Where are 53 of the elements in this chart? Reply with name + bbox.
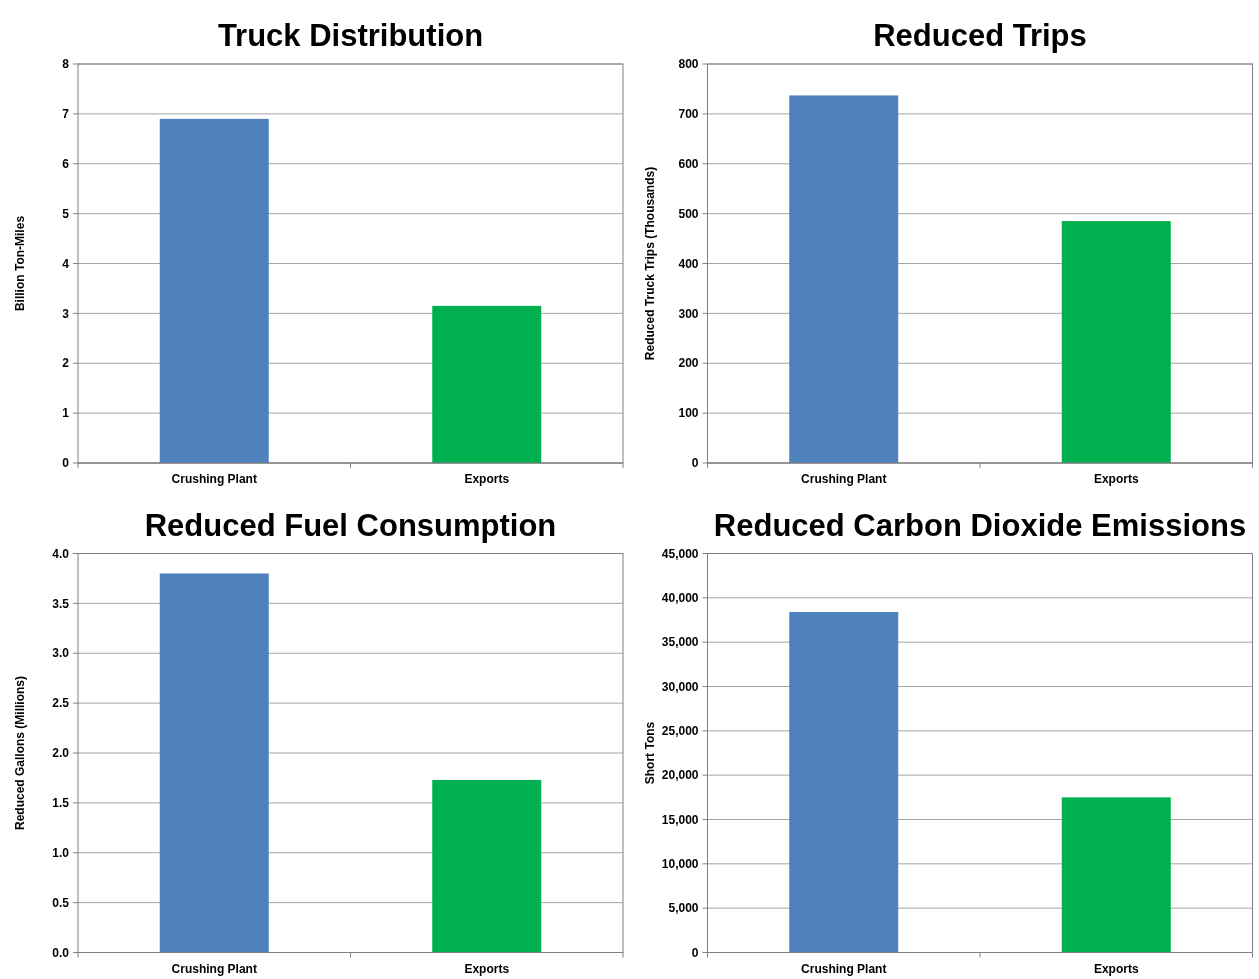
y-tick-label: 5 — [62, 206, 70, 221]
y-tick-label: 8 — [62, 57, 70, 72]
y-tick-label: 700 — [678, 107, 699, 122]
y-tick-label: 500 — [678, 206, 699, 221]
y-tick-label: 0 — [62, 456, 70, 471]
y-tick-label: 2.5 — [52, 696, 70, 711]
y-tick-label: 0 — [691, 456, 699, 471]
x-tick-label: Crushing Plant — [801, 472, 887, 486]
y-tick-label: 4 — [62, 256, 70, 271]
y-tick-label: 15,000 — [661, 812, 699, 827]
y-tick-label: 45,000 — [661, 546, 699, 561]
y-tick-label: 7 — [62, 107, 70, 122]
y-axis-title: Billion Ton-Miles — [13, 215, 27, 312]
y-tick-label: 300 — [678, 306, 699, 321]
y-tick-label: 4.0 — [52, 546, 70, 561]
y-tick-label: 100 — [678, 406, 699, 421]
y-tick-label: 10,000 — [661, 857, 699, 872]
y-axis-title: Reduced Truck Trips (Thousands) — [642, 166, 657, 361]
chart-title: Reduced Fuel Consumption — [144, 507, 557, 543]
x-tick-label: Exports — [464, 472, 510, 486]
y-tick-label: 800 — [678, 57, 699, 72]
y-tick-label: 6 — [62, 156, 70, 171]
x-tick-label: Exports — [464, 961, 510, 976]
y-tick-label: 2 — [62, 356, 70, 371]
y-tick-label: 40,000 — [661, 591, 699, 606]
y-tick-label: 1 — [62, 406, 70, 421]
y-tick-label: 1.0 — [52, 845, 70, 860]
y-tick-label: 25,000 — [661, 724, 699, 739]
x-tick-label: Crushing Plant — [801, 961, 887, 976]
y-axis-title: Reduced Gallons (Millions) — [13, 675, 27, 831]
y-tick-label: 400 — [678, 256, 699, 271]
y-tick-label: 0.5 — [52, 895, 70, 910]
x-tick-label: Crushing Plant — [171, 472, 257, 486]
y-tick-label: 600 — [678, 156, 699, 171]
y-tick-label: 3.5 — [52, 596, 70, 611]
x-tick-label: Crushing Plant — [171, 961, 257, 976]
y-tick-label: 35,000 — [661, 635, 699, 650]
chart-title: Reduced Trips — [873, 18, 1087, 53]
y-tick-label: 0 — [691, 945, 699, 960]
chart-title: Reduced Carbon Dioxide Emissions — [713, 507, 1247, 543]
y-tick-label: 0.0 — [52, 945, 70, 960]
y-tick-label: 20,000 — [661, 768, 699, 783]
y-tick-label: 3 — [62, 306, 70, 321]
y-tick-label: 30,000 — [661, 679, 699, 694]
y-tick-label: 2.0 — [52, 746, 70, 761]
y-axis-title: Short Tons — [642, 721, 657, 785]
y-tick-label: 200 — [678, 356, 699, 371]
y-tick-label: 5,000 — [668, 901, 699, 916]
chart-title: Truck Distribution — [217, 18, 484, 53]
x-tick-label: Exports — [1093, 472, 1139, 486]
y-tick-label: 3.0 — [52, 646, 70, 661]
x-tick-label: Exports — [1093, 961, 1139, 976]
y-tick-label: 1.5 — [52, 796, 70, 811]
